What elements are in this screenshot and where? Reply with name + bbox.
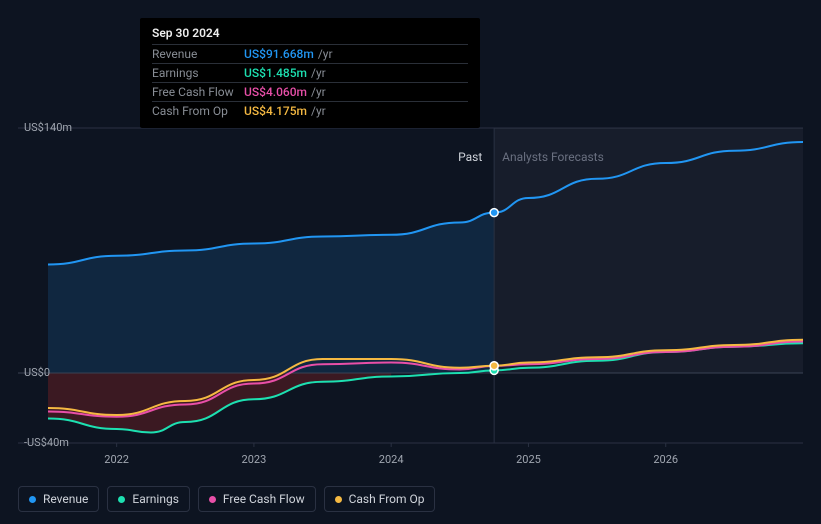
legend-item[interactable]: Revenue: [18, 486, 99, 512]
x-axis-tick-label: 2026: [653, 453, 678, 466]
x-axis-tick-label: 2024: [379, 453, 404, 466]
tooltip-row: RevenueUS$91.668m/yr: [152, 44, 468, 63]
tooltip-row: Cash From OpUS$4.175m/yr: [152, 101, 468, 120]
legend-label: Earnings: [132, 492, 179, 506]
legend-dot-icon: [335, 496, 342, 503]
legend-item[interactable]: Free Cash Flow: [198, 486, 316, 512]
legend-label: Free Cash Flow: [223, 492, 305, 506]
chart-legend: Revenue Earnings Free Cash Flow Cash From O…: [18, 486, 435, 512]
tooltip-metric-unit: /yr: [311, 104, 326, 118]
tooltip-metric-value: US$91.668m: [244, 47, 314, 61]
past-region-label: Past: [458, 150, 482, 164]
x-axis-tick-label: 2022: [104, 453, 129, 466]
tooltip-metric-label: Revenue: [152, 47, 244, 61]
tooltip-metric-label: Earnings: [152, 66, 244, 80]
x-axis-tick-label: 2023: [242, 453, 267, 466]
tooltip-row: Free Cash FlowUS$4.060m/yr: [152, 82, 468, 101]
x-axis-tick-label: 2025: [516, 453, 541, 466]
financial-chart: US$140mUS$0-US$40m 20222023202420252026 …: [18, 128, 803, 448]
legend-dot-icon: [209, 496, 216, 503]
tooltip-metric-label: Cash From Op: [152, 104, 244, 118]
y-axis-tick-label: US$140m: [24, 121, 72, 134]
legend-item[interactable]: Earnings: [107, 486, 190, 512]
y-axis-tick-label: US$0: [24, 366, 50, 379]
tooltip-metric-value: US$4.175m: [244, 104, 307, 118]
legend-item[interactable]: Cash From Op: [324, 486, 436, 512]
y-axis-tick-label: -US$40m: [24, 436, 69, 449]
legend-dot-icon: [29, 496, 36, 503]
tooltip-date: Sep 30 2024: [152, 26, 468, 44]
chart-tooltip: Sep 30 2024 RevenueUS$91.668m/yrEarnings…: [140, 18, 480, 128]
tooltip-metric-value: US$1.485m: [244, 66, 307, 80]
tooltip-metric-unit: /yr: [311, 66, 326, 80]
legend-dot-icon: [118, 496, 125, 503]
tooltip-metric-value: US$4.060m: [244, 85, 307, 99]
forecast-region-label: Analysts Forecasts: [502, 150, 604, 164]
tooltip-metric-unit: /yr: [318, 47, 333, 61]
tooltip-metric-unit: /yr: [311, 85, 326, 99]
chart-canvas: [18, 128, 803, 448]
tooltip-metric-label: Free Cash Flow: [152, 85, 244, 99]
tooltip-row: EarningsUS$1.485m/yr: [152, 63, 468, 82]
legend-label: Cash From Op: [349, 492, 425, 506]
legend-label: Revenue: [43, 492, 88, 506]
